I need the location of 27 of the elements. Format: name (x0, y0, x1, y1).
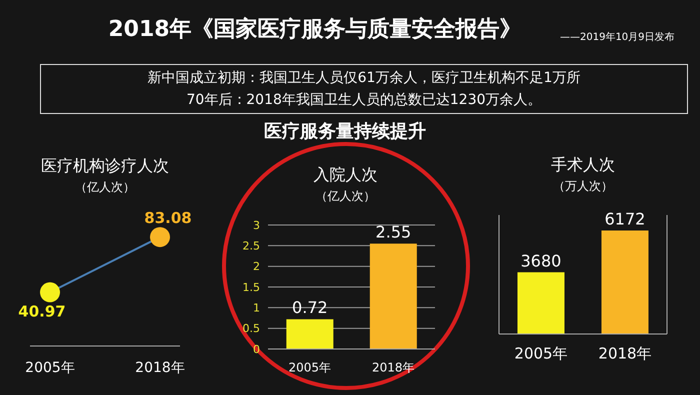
text: 70年后：2018年我国卫生人员的总数已达1230万余人。 (185, 91, 543, 110)
data-label: 6172 (604, 210, 646, 229)
chart-title: 手术人次 (550, 155, 616, 176)
text: 2018年《国家医疗服务与质量安全报告》 (108, 17, 522, 42)
chart-subtitle: （亿人次） (74, 179, 136, 196)
data-label: 3680 (520, 251, 562, 270)
data-label: 2.55 (376, 222, 412, 242)
x-tick-label: 2018年 (135, 360, 185, 376)
text: ——2019年10月9日发布 (560, 31, 675, 44)
y-tick-label: 2 (253, 260, 260, 274)
text: 新中国成立初期：我国卫生人员仅61万余人，医疗卫生机构不足1万所 (146, 69, 582, 88)
y-tick-label: 3 (253, 218, 260, 232)
text: 医疗服务量持续提升 (263, 120, 427, 143)
data-label: 40.97 (18, 302, 66, 320)
y-tick-label: 1 (253, 302, 260, 315)
x-tick-label: 2005年 (25, 360, 75, 376)
x-tick-label: 2018年 (598, 344, 652, 363)
y-tick-label: 1.5 (242, 280, 260, 294)
y-tick-label: 2.5 (242, 240, 260, 253)
chart-subtitle: （万人次） (552, 178, 614, 195)
x-tick-label: 2005年 (288, 360, 332, 375)
chart-subtitle: （亿人次） (314, 188, 376, 205)
data-label: 83.08 (144, 209, 192, 228)
y-tick-label: 0.5 (242, 322, 260, 336)
chart-title: 医疗机构诊疗人次 (40, 156, 170, 177)
x-tick-label: 2005年 (514, 344, 568, 363)
chart-title: 入院人次 (312, 165, 378, 186)
